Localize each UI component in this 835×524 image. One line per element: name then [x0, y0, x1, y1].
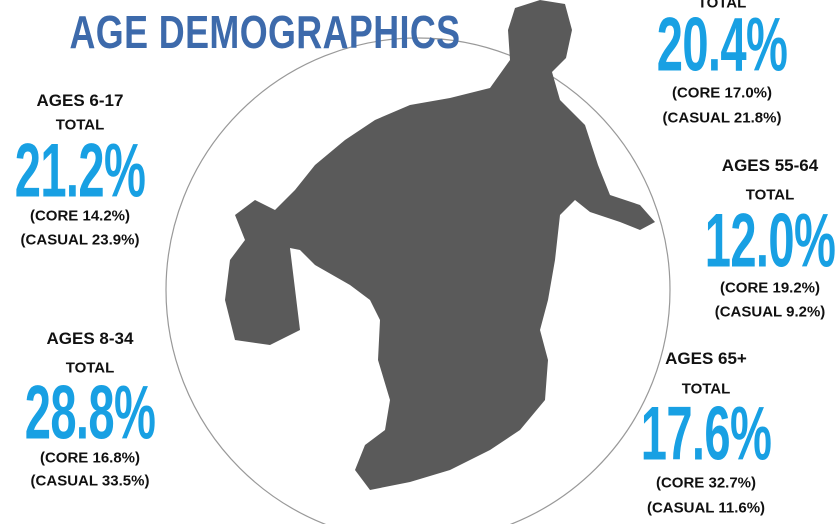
total-value: 17.6%	[641, 391, 772, 478]
casual-value: (CASUAL 11.6%)	[647, 500, 765, 517]
group-label: AGES 6-17	[37, 91, 124, 111]
core-value: (CORE 16.8%)	[40, 450, 140, 467]
casual-value: (CASUAL 9.2%)	[715, 304, 826, 321]
core-value: (CORE 32.7%)	[656, 475, 756, 492]
core-value: (CORE 14.2%)	[30, 208, 130, 225]
casual-value: (CASUAL 23.9%)	[21, 232, 140, 249]
group-label: AGES 55-64	[722, 156, 818, 176]
core-value: (CORE 17.0%)	[672, 85, 772, 102]
casual-value: (CASUAL 33.5%)	[31, 473, 150, 490]
core-value: (CORE 19.2%)	[720, 280, 820, 297]
group-label: AGES 8-34	[47, 329, 134, 349]
title: AGE DEMOGRAPHICS	[70, 5, 461, 59]
total-value: 20.4%	[657, 2, 788, 89]
total-value: 12.0%	[705, 198, 835, 285]
total-value: 28.8%	[25, 370, 156, 457]
infographic: AGE DEMOGRAPHICS TOTAL20.4%(CORE 17.0%)(…	[0, 0, 835, 524]
total-value: 21.2%	[15, 128, 146, 215]
casual-value: (CASUAL 21.8%)	[663, 110, 782, 127]
group-label: AGES 65+	[665, 349, 747, 369]
